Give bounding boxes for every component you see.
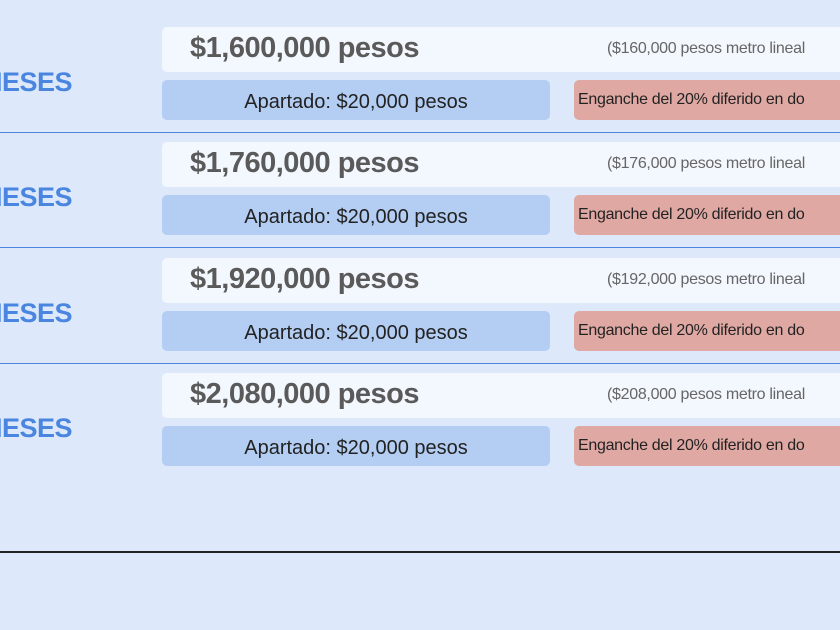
price-box bbox=[162, 142, 840, 188]
down-payment: Enganche del 20% diferido en do bbox=[574, 195, 840, 236]
price-per-meter: ($192,000 pesos metro lineal bbox=[607, 270, 805, 288]
deposit: Apartado: $20,000 pesos bbox=[162, 80, 550, 120]
row-separator bbox=[0, 247, 840, 249]
term: MESES bbox=[0, 297, 73, 328]
row-separator bbox=[0, 362, 840, 364]
term: MESES bbox=[0, 182, 73, 213]
price-per-meter: ($176,000 pesos metro lineal bbox=[607, 155, 805, 173]
deposit: Apartado: $20,000 pesos bbox=[162, 195, 550, 236]
term: MESES bbox=[0, 67, 73, 97]
price-box bbox=[162, 257, 840, 303]
price: $1,600,000 pesos bbox=[190, 32, 420, 64]
price-box bbox=[162, 372, 840, 418]
price-per-meter: ($160,000 pesos metro lineal bbox=[607, 40, 805, 57]
down-payment: Enganche del 20% diferido en do bbox=[574, 425, 840, 466]
term: MESES bbox=[0, 412, 73, 443]
row-separator bbox=[0, 132, 840, 133]
price-per-meter: ($208,000 pesos metro lineal bbox=[607, 385, 805, 403]
price: $1,920,000 pesos bbox=[190, 262, 420, 295]
price: $1,760,000 pesos bbox=[190, 147, 420, 180]
deposit: Apartado: $20,000 pesos bbox=[162, 310, 550, 351]
down-payment: Enganche del 20% diferido en do bbox=[574, 80, 840, 120]
bottom-rule bbox=[0, 551, 840, 553]
price-box bbox=[162, 27, 840, 72]
deposit: Apartado: $20,000 pesos bbox=[162, 425, 550, 466]
down-payment: Enganche del 20% diferido en do bbox=[574, 310, 840, 351]
price: $2,080,000 pesos bbox=[190, 377, 420, 410]
